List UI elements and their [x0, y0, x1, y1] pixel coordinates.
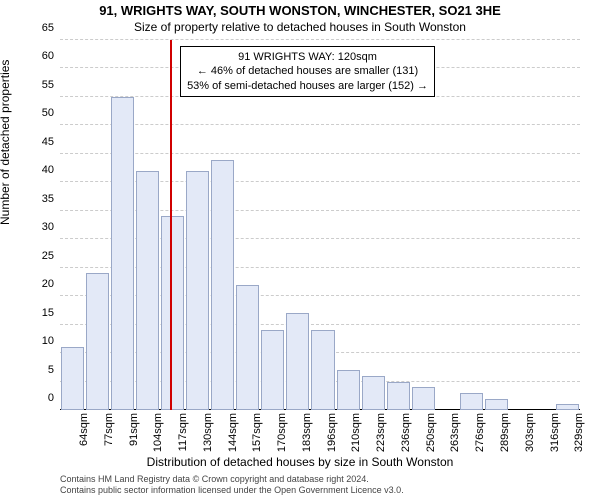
- histogram-bar: [161, 216, 184, 410]
- x-axis-label: Distribution of detached houses by size …: [0, 455, 600, 469]
- histogram-bar: [111, 97, 134, 410]
- chart-title: 91, WRIGHTS WAY, SOUTH WONSTON, WINCHEST…: [0, 3, 600, 18]
- reference-line: [170, 40, 172, 410]
- footer-text: Contains HM Land Registry data © Crown c…: [60, 474, 404, 496]
- footer-line-1: Contains HM Land Registry data © Crown c…: [60, 474, 404, 485]
- histogram-bar: [286, 313, 309, 410]
- y-tick: 0: [48, 392, 54, 404]
- y-tick: 30: [42, 221, 54, 233]
- histogram-bar: [387, 382, 410, 410]
- y-tick: 40: [42, 164, 54, 176]
- histogram-bar: [186, 171, 209, 410]
- histogram-bar: [211, 160, 234, 410]
- y-axis-label: Number of detached properties: [0, 60, 12, 225]
- y-tick: 15: [42, 307, 54, 319]
- y-tick: 55: [42, 79, 54, 91]
- annotation-line-2: ← 46% of detached houses are smaller (13…: [187, 64, 428, 78]
- histogram-bar: [485, 399, 508, 410]
- histogram-bar: [86, 273, 109, 410]
- annotation-box: 91 WRIGHTS WAY: 120sqm ← 46% of detached…: [180, 46, 435, 97]
- histogram-bar: [61, 347, 84, 410]
- plot-area: 0510152025303540455055606564sqm77sqm91sq…: [60, 40, 580, 410]
- histogram-bar: [261, 330, 284, 410]
- chart-container: 91, WRIGHTS WAY, SOUTH WONSTON, WINCHEST…: [0, 0, 600, 500]
- histogram-bar: [311, 330, 334, 410]
- histogram-bar: [337, 370, 360, 410]
- chart-subtitle: Size of property relative to detached ho…: [0, 20, 600, 34]
- annotation-line-3: 53% of semi-detached houses are larger (…: [187, 79, 428, 93]
- histogram-bar: [556, 404, 579, 410]
- y-tick: 35: [42, 193, 54, 205]
- y-tick: 60: [42, 50, 54, 62]
- histogram-bar: [236, 285, 259, 410]
- y-tick: 50: [42, 107, 54, 119]
- y-tick: 10: [42, 335, 54, 347]
- y-tick: 65: [42, 22, 54, 34]
- footer-line-2: Contains public sector information licen…: [60, 485, 404, 496]
- y-tick: 20: [42, 278, 54, 290]
- histogram-bar: [362, 376, 385, 410]
- annotation-line-1: 91 WRIGHTS WAY: 120sqm: [187, 50, 428, 64]
- y-tick: 45: [42, 136, 54, 148]
- y-tick: 25: [42, 250, 54, 262]
- y-tick: 5: [48, 364, 54, 376]
- histogram-bar: [136, 171, 159, 410]
- histogram-bar: [460, 393, 483, 410]
- histogram-bar: [412, 387, 435, 410]
